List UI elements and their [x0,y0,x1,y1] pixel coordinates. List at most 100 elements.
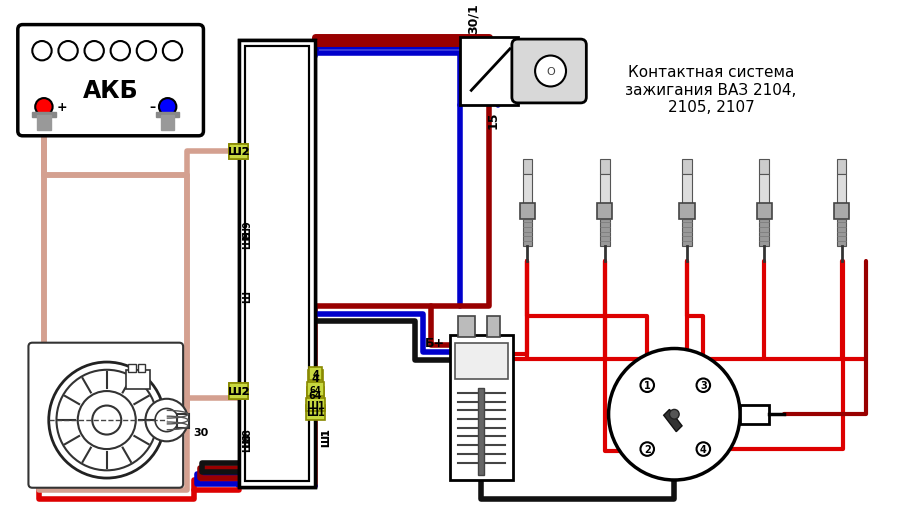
Bar [239,41,315,487]
Bar [229,384,248,399]
Text: Контактная система
зажигания ВАЗ 2104,
2105, 2107: Контактная система зажигания ВАЗ 2104, 2… [626,65,796,115]
Circle shape [697,442,710,456]
Bar [478,388,484,475]
Circle shape [58,42,77,61]
Circle shape [57,370,157,470]
Bar [306,405,325,420]
Text: Ш2: Ш2 [228,147,249,157]
Text: 4: 4 [311,373,320,383]
Text: 2: 2 [644,444,651,454]
Bar [37,115,50,131]
Text: 64: 64 [309,390,322,400]
Circle shape [697,379,710,392]
Bar [834,204,850,219]
Bar [309,367,322,381]
Text: Ш1: Ш1 [306,408,325,417]
Bar [245,47,309,481]
Text: АКБ: АКБ [83,79,139,103]
Circle shape [35,99,52,116]
Bar [177,414,189,428]
Circle shape [137,42,156,61]
Circle shape [146,399,188,441]
Circle shape [159,99,176,116]
Text: 64: 64 [310,385,321,394]
Bar [837,175,846,204]
Bar [138,364,146,372]
Bar [757,204,772,219]
Bar [760,175,770,204]
Bar [450,335,513,480]
Circle shape [608,349,740,480]
Circle shape [670,410,680,419]
Text: 4: 4 [312,369,319,379]
Circle shape [155,409,178,432]
Bar [308,370,323,385]
Circle shape [77,391,136,449]
Text: 1: 1 [644,381,651,390]
Circle shape [163,42,182,61]
Text: Ш1: Ш1 [321,427,331,446]
Bar [740,405,770,424]
Polygon shape [663,410,682,432]
Text: Ш1: Ш1 [306,400,325,410]
Bar [597,204,612,219]
Text: Ш2: Ш2 [228,386,249,397]
Bar [837,219,846,246]
Bar [523,219,532,246]
Text: Б+: Б+ [425,336,446,350]
Circle shape [536,56,566,88]
Bar [32,112,56,118]
Bar [239,41,315,487]
Bar [519,204,536,219]
Text: Ш9: Ш9 [242,220,252,239]
Bar [229,384,248,399]
Bar [229,144,248,160]
Bar [229,144,248,160]
Text: Ш8: Ш8 [242,427,252,446]
Bar [600,219,609,246]
Bar [600,175,609,204]
Bar [156,112,179,118]
Text: 30/1: 30/1 [467,4,480,34]
Bar [307,383,324,396]
Circle shape [85,42,104,61]
Bar [682,219,692,246]
Circle shape [111,42,130,61]
Text: Ш8: Ш8 [242,432,252,451]
Bar [523,160,532,175]
Text: –: – [149,101,155,114]
Bar [760,160,770,175]
FancyBboxPatch shape [18,25,203,136]
Bar [682,175,692,204]
Circle shape [49,362,165,478]
Bar [454,343,508,380]
Bar [458,316,475,337]
Bar [460,38,518,106]
Bar [128,364,136,372]
Text: Ш2: Ш2 [228,147,249,157]
Bar [680,204,695,219]
Bar [837,160,846,175]
Bar [523,175,532,204]
Text: 3: 3 [700,381,706,390]
Bar [487,316,500,337]
Text: 30: 30 [194,427,209,437]
FancyBboxPatch shape [29,343,183,488]
Bar [682,160,692,175]
Text: Ш9: Ш9 [242,230,252,248]
Bar [126,370,150,389]
Bar [760,219,770,246]
Text: Ш1: Ш1 [321,427,331,446]
Text: +: + [57,101,68,114]
Bar [307,387,324,403]
Text: O: O [546,67,555,77]
Text: 15: 15 [487,111,500,129]
FancyBboxPatch shape [512,40,586,104]
Text: Ш2: Ш2 [228,386,249,397]
Circle shape [32,42,51,61]
Bar [600,160,609,175]
Text: 4: 4 [700,444,706,454]
Circle shape [641,379,654,392]
Bar [245,47,309,481]
Circle shape [641,442,654,456]
